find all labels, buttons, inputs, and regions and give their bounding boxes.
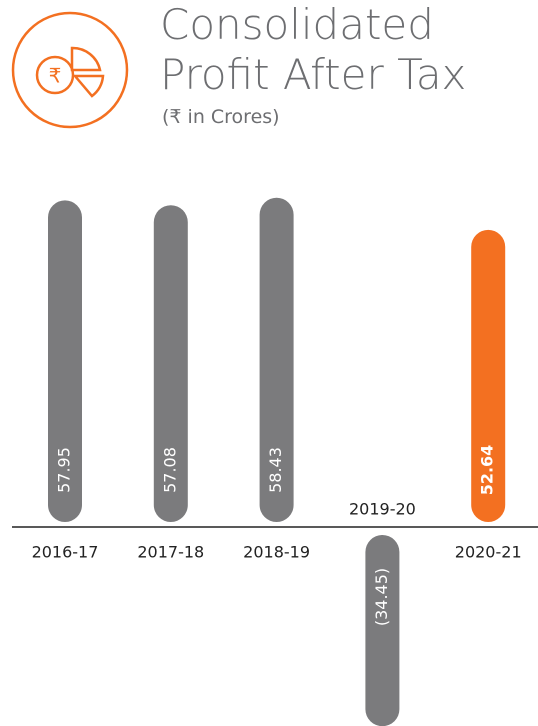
bar xyxy=(153,205,188,522)
x-tick-label: 2017-18 xyxy=(137,543,204,562)
x-tick-label: 2018-19 xyxy=(243,543,310,562)
value-label: 52.64 xyxy=(478,445,497,496)
bar xyxy=(365,535,400,726)
x-tick-label: 2019-20 xyxy=(349,500,416,519)
icon: ₹ xyxy=(11,11,129,129)
chart-subtitle: (₹ in Crores) xyxy=(162,106,280,128)
value-label: 57.95 xyxy=(55,447,74,493)
chart-title: Consolidated Profit After Tax xyxy=(160,0,467,99)
value-label: (34.45) xyxy=(372,568,391,626)
x-tick-label: 2016-17 xyxy=(32,543,99,562)
x-tick-label: 2020-21 xyxy=(455,543,522,562)
value-label: 57.08 xyxy=(160,447,179,493)
bar xyxy=(471,229,506,522)
bar xyxy=(48,200,82,522)
bar xyxy=(259,197,294,522)
svg-text:₹: ₹ xyxy=(49,64,62,88)
value-label: 58.43 xyxy=(266,447,285,493)
